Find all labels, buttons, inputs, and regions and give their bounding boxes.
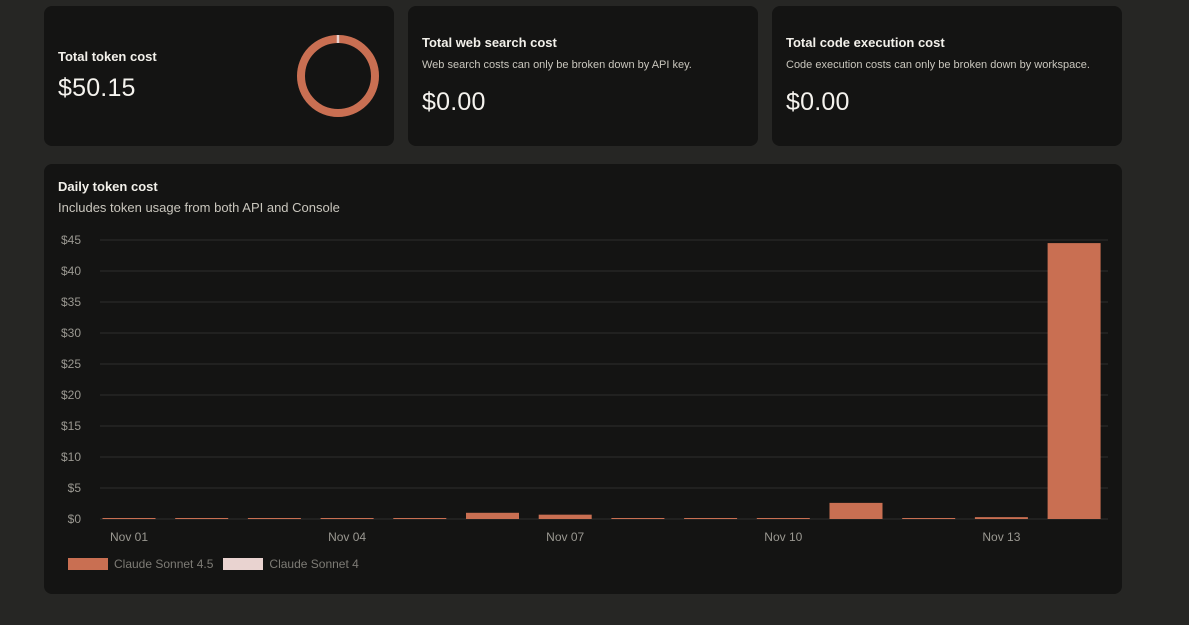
total-token-cost-card: Total token cost $50.15 bbox=[44, 6, 394, 146]
y-tick-label: $15 bbox=[61, 419, 81, 433]
bar-nov-10 bbox=[756, 518, 810, 519]
code-execution-cost-subtitle: Code execution costs can only be broken … bbox=[786, 59, 1090, 71]
legend-label: Claude Sonnet 4.5 bbox=[114, 557, 214, 571]
total-web-search-cost-card: Total web search cost Web search costs c… bbox=[408, 6, 758, 146]
legend-swatch bbox=[68, 558, 108, 570]
x-tick-label: Nov 13 bbox=[982, 530, 1020, 544]
total-token-cost-title: Total token cost bbox=[58, 49, 157, 64]
web-search-cost-title: Total web search cost bbox=[422, 35, 557, 50]
legend-swatch bbox=[223, 558, 264, 570]
donut-segment-sonnet-4-5 bbox=[297, 35, 379, 117]
daily-token-cost-subtitle: Includes token usage from both API and C… bbox=[58, 200, 340, 215]
bar-nov-02 bbox=[175, 518, 229, 519]
total-code-execution-cost-card: Total code execution cost Code execution… bbox=[772, 6, 1122, 146]
web-search-cost-subtitle: Web search costs can only be broken down… bbox=[422, 59, 692, 71]
daily-token-cost-bar-chart: $0 $5 $10 $15 $20 $25 $30 $35 $40 $45 Nov 01 Nov 04… bbox=[61, 233, 1108, 544]
bar-nov-11 bbox=[829, 502, 883, 519]
x-tick-label: Nov 10 bbox=[764, 530, 802, 544]
x-tick-label: Nov 07 bbox=[546, 530, 584, 544]
bar-nov-03 bbox=[247, 518, 301, 519]
legend-item[interactable]: Claude Sonnet 4 bbox=[223, 557, 359, 571]
y-tick-label: $5 bbox=[68, 481, 82, 495]
bar-nov-09 bbox=[684, 518, 738, 519]
y-tick-label: $35 bbox=[61, 295, 81, 309]
chart-legend: Claude Sonnet 4.5 Claude Sonnet 4 bbox=[68, 557, 369, 571]
bar-nov-08 bbox=[611, 518, 665, 519]
bar-nov-06 bbox=[466, 512, 519, 519]
y-tick-label: $30 bbox=[61, 326, 81, 340]
y-tick-label: $10 bbox=[61, 450, 81, 464]
bar-nov-14 bbox=[1047, 243, 1101, 519]
code-execution-cost-title: Total code execution cost bbox=[786, 35, 945, 50]
web-search-cost-value: $0.00 bbox=[422, 88, 486, 116]
y-tick-label: $20 bbox=[61, 388, 81, 402]
bar-nov-04 bbox=[320, 518, 374, 519]
code-execution-cost-value: $0.00 bbox=[786, 88, 850, 116]
y-tick-label: $25 bbox=[61, 357, 81, 371]
y-tick-label: $40 bbox=[61, 264, 81, 278]
daily-token-cost-title: Daily token cost bbox=[58, 179, 158, 194]
daily-token-cost-card: Daily token cost Includes token usage fr… bbox=[44, 164, 1122, 594]
bar-nov-13 bbox=[974, 517, 1028, 519]
bar-nov-05 bbox=[393, 518, 447, 519]
y-tick-label: $0 bbox=[68, 512, 82, 526]
bar-nov-01 bbox=[102, 518, 156, 519]
y-tick-label: $45 bbox=[61, 233, 81, 247]
legend-item[interactable]: Claude Sonnet 4.5 bbox=[68, 557, 213, 571]
x-tick-label: Nov 04 bbox=[328, 530, 366, 544]
bar-nov-12 bbox=[902, 518, 956, 519]
token-cost-donut-chart bbox=[297, 35, 379, 117]
x-tick-label: Nov 01 bbox=[110, 530, 148, 544]
legend-label: Claude Sonnet 4 bbox=[269, 557, 359, 571]
total-token-cost-value: $50.15 bbox=[58, 74, 136, 102]
bar-nov-07 bbox=[538, 514, 592, 519]
